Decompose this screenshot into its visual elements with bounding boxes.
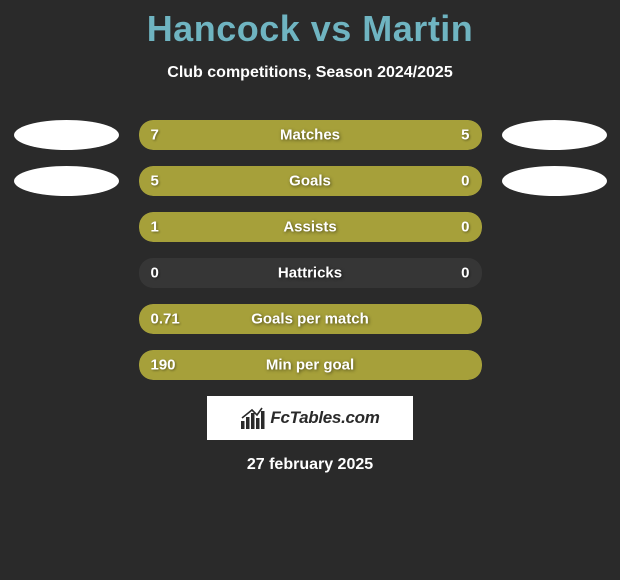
bar-left-fill bbox=[139, 120, 413, 150]
stat-value-left: 0 bbox=[151, 265, 159, 282]
stat-value-left: 7 bbox=[151, 127, 159, 144]
stat-label: Goals per match bbox=[251, 311, 369, 328]
stat-value-right: 5 bbox=[461, 127, 469, 144]
stat-label: Min per goal bbox=[266, 357, 354, 374]
stat-row: 5 0 Goals bbox=[0, 166, 620, 196]
stat-value-left: 5 bbox=[151, 173, 159, 190]
player-left-marker bbox=[14, 120, 119, 150]
stat-value-right: 0 bbox=[461, 173, 469, 190]
stat-bar-track: 190 Min per goal bbox=[139, 350, 482, 380]
bar-right-fill bbox=[406, 212, 481, 242]
bar-left-fill bbox=[139, 166, 407, 196]
bar-right-fill bbox=[406, 166, 481, 196]
stat-label: Goals bbox=[289, 173, 331, 190]
player-right-marker bbox=[502, 166, 607, 196]
stat-value-left: 190 bbox=[151, 357, 176, 374]
stat-label: Hattricks bbox=[278, 265, 342, 282]
stat-label: Assists bbox=[283, 219, 336, 236]
bar-left-fill bbox=[139, 212, 407, 242]
player-right-marker bbox=[502, 120, 607, 150]
stat-bar-track: 0 0 Hattricks bbox=[139, 258, 482, 288]
stat-bar-track: 0.71 Goals per match bbox=[139, 304, 482, 334]
comparison-subtitle: Club competitions, Season 2024/2025 bbox=[0, 64, 620, 82]
stat-bar-track: 7 5 Matches bbox=[139, 120, 482, 150]
logo-text: FcTables.com bbox=[270, 408, 379, 428]
stat-value-left: 0.71 bbox=[151, 311, 180, 328]
stat-value-right: 0 bbox=[461, 219, 469, 236]
bar-right-fill bbox=[413, 120, 482, 150]
stat-label: Matches bbox=[280, 127, 340, 144]
stats-chart: 7 5 Matches 5 0 Goals 1 0 Assists 0 0 Hattricks 0.71… bbox=[0, 120, 620, 380]
stat-bar-track: 1 0 Assists bbox=[139, 212, 482, 242]
stat-row: 0.71 Goals per match bbox=[0, 304, 620, 334]
stat-value-left: 1 bbox=[151, 219, 159, 236]
stat-row: 7 5 Matches bbox=[0, 120, 620, 150]
bars-icon bbox=[240, 407, 266, 429]
stat-row: 190 Min per goal bbox=[0, 350, 620, 380]
comparison-title: Hancock vs Martin bbox=[0, 0, 620, 50]
stat-bar-track: 5 0 Goals bbox=[139, 166, 482, 196]
snapshot-date: 27 february 2025 bbox=[0, 456, 620, 474]
player-left-marker bbox=[14, 166, 119, 196]
stat-row: 1 0 Assists bbox=[0, 212, 620, 242]
stat-row: 0 0 Hattricks bbox=[0, 258, 620, 288]
stat-value-right: 0 bbox=[461, 265, 469, 282]
source-logo: FcTables.com bbox=[207, 396, 413, 440]
